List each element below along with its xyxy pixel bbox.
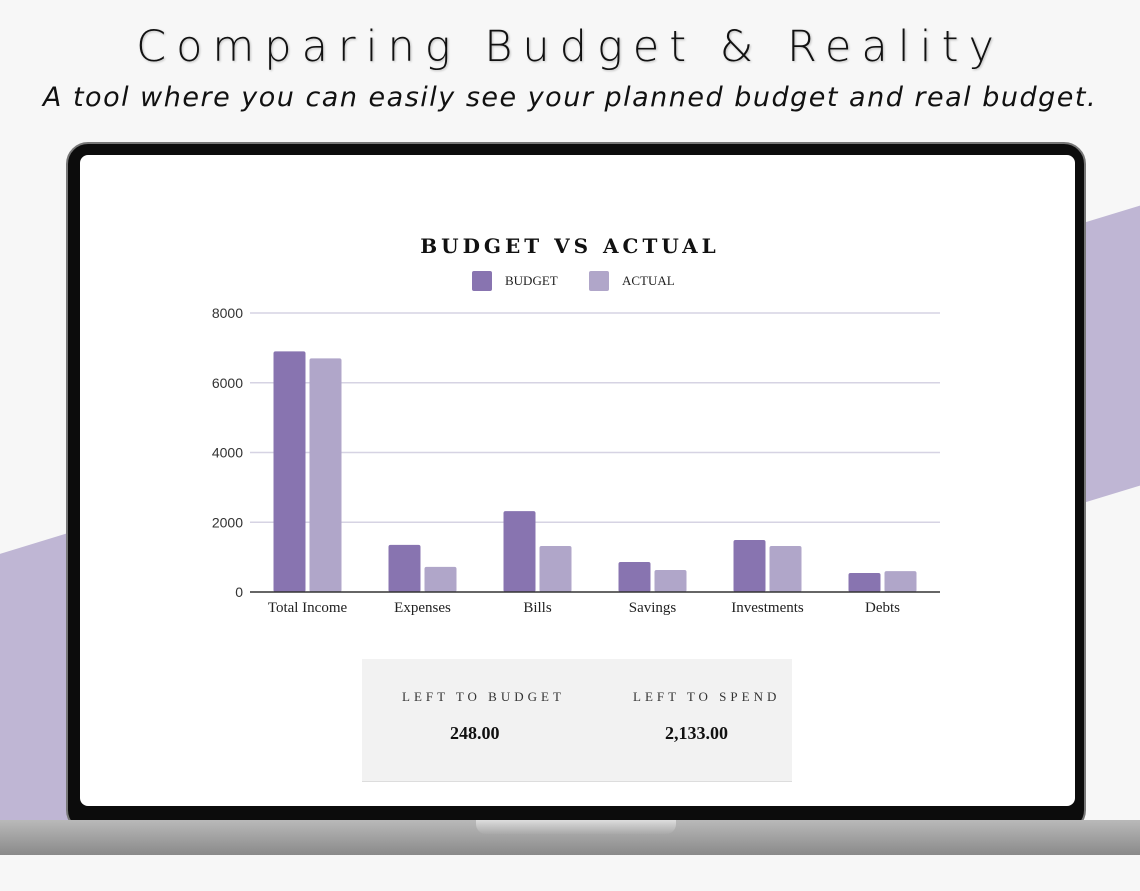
bar-budget [618,562,651,592]
bar-budget [733,540,766,592]
bar-budget [848,572,881,592]
left-to-budget-label: LEFT TO BUDGET [402,689,565,704]
bar-budget [388,544,421,592]
x-tick-label: Bills [523,600,552,616]
legend-label: BUDGET [505,273,558,288]
legend-label: ACTUAL [622,273,675,288]
bar-actual [884,571,917,592]
y-tick-label: 6000 [212,375,243,391]
y-tick-label: 4000 [212,445,243,461]
x-tick-label: Expenses [394,600,451,616]
laptop-notch [476,820,676,834]
legend-budget: BUDGET [472,271,558,291]
bar-actual [424,566,457,592]
left-to-spend-value: 2,133.00 [665,723,728,743]
y-tick-label: 2000 [212,514,243,530]
y-tick-label: 0 [235,584,243,600]
page-title: Comparing Budget & Reality [136,22,1004,72]
summary-panel: LEFT TO BUDGET 248.00 LEFT TO SPEND 2,13… [362,659,792,782]
x-tick-label: Investments [731,600,804,616]
bar-actual [654,570,687,592]
legend-actual: ACTUAL [589,271,675,291]
bar-actual [309,358,342,592]
left-to-budget-value: 248.00 [450,723,500,743]
bar-budget [273,351,306,592]
x-tick-label: Total Income [268,600,348,616]
page-subtitle: A tool where you can easily see your pla… [42,82,1098,113]
bar-chart: 0 2000 4000 6000 8000 Total Income Expenses Bil… [212,305,940,616]
chart-title: BUDGET VS ACTUAL [420,234,720,258]
legend-swatch [589,271,609,291]
bar-budget [503,511,536,592]
left-to-spend-label: LEFT TO SPEND [633,689,781,704]
y-tick-label: 8000 [212,305,243,321]
x-tick-label: Savings [629,600,677,616]
x-tick-label: Debts [865,600,900,616]
bar-actual [769,545,802,592]
bar-actual [539,545,572,592]
legend-swatch [472,271,492,291]
